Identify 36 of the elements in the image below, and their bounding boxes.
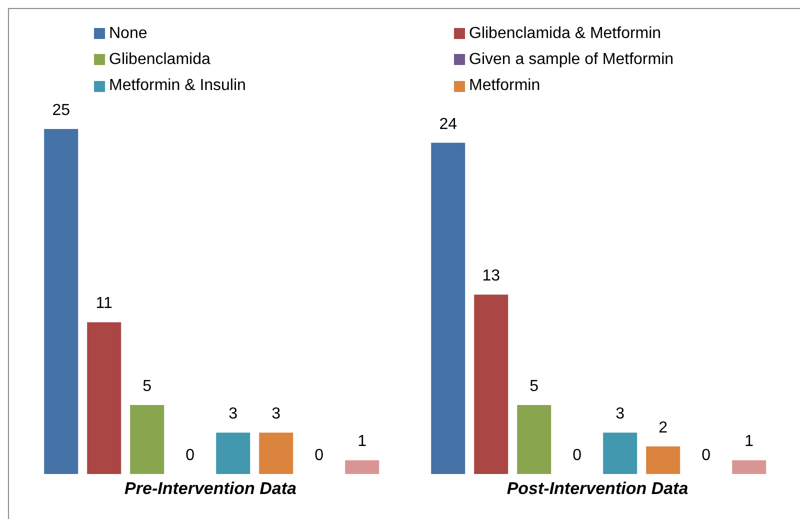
- data-label: 3: [616, 406, 625, 423]
- legend-label: Glibenclamida & Metformin: [469, 24, 662, 43]
- bar: [130, 405, 164, 474]
- legend-label: Given a sample of Metformin: [469, 50, 674, 69]
- data-label: 24: [439, 116, 458, 133]
- legend-label: Metformin & Insulin: [109, 77, 246, 96]
- bar: [646, 446, 680, 474]
- data-label: 13: [482, 268, 500, 285]
- data-label: 0: [314, 446, 324, 464]
- data-label: 0: [702, 446, 711, 464]
- data-label: 2: [658, 419, 668, 436]
- bar: [44, 129, 78, 474]
- data-label: 3: [272, 406, 281, 423]
- bar: [87, 322, 122, 474]
- data-label: 0: [186, 446, 195, 464]
- bar: [216, 432, 250, 474]
- bar: [259, 432, 294, 474]
- x-tick-label: Pre-Intervention Data: [124, 479, 296, 498]
- x-tick-label: Post-Intervention Data: [506, 479, 688, 498]
- data-label: 1: [744, 433, 754, 450]
- data-label: 5: [530, 378, 539, 395]
- bar: [431, 142, 466, 474]
- legend-label: Glibenclamida: [109, 50, 210, 69]
- bar: [517, 405, 552, 474]
- data-label: 3: [228, 406, 238, 423]
- data-label: 1: [358, 433, 367, 450]
- data-label: 11: [96, 295, 112, 312]
- bar: [603, 432, 638, 474]
- data-label: 5: [142, 378, 152, 395]
- bar: [732, 460, 766, 474]
- bar: [474, 294, 508, 474]
- legend-label: Metformin: [469, 77, 540, 96]
- data-label: 25: [52, 102, 70, 119]
- data-label: 0: [572, 446, 582, 464]
- legend-label: None: [109, 24, 148, 43]
- bar: [345, 460, 380, 474]
